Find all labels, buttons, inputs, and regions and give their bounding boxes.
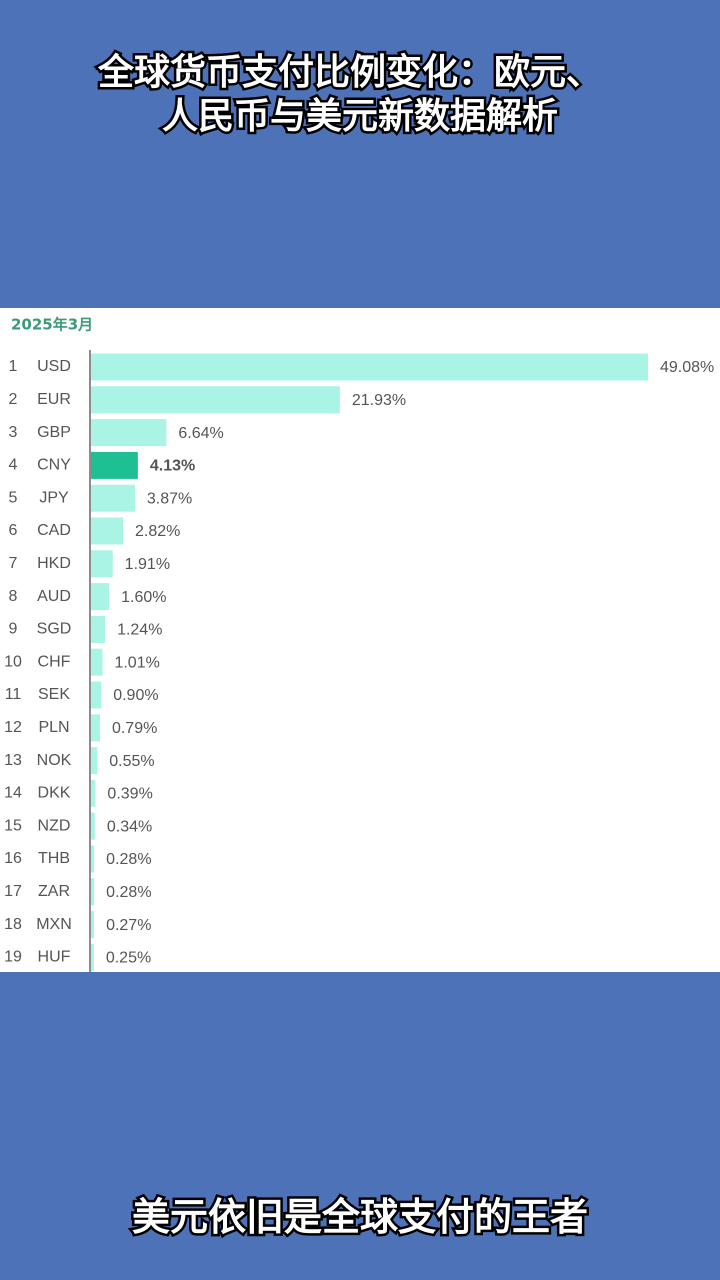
rank-label: 6: [9, 522, 18, 539]
y-tick-label: NZD: [38, 817, 71, 834]
chart-title: 2025年3月: [11, 316, 93, 334]
value-label: 0.25%: [106, 950, 151, 967]
rank-label: 3: [9, 424, 18, 441]
bar: [91, 451, 138, 479]
value-label: 0.28%: [106, 851, 151, 868]
bar: [91, 386, 340, 414]
bar: [91, 550, 113, 578]
y-tick-label: USD: [37, 358, 71, 375]
bar: [91, 648, 103, 676]
rank-label: 19: [4, 949, 22, 966]
bar: [91, 615, 106, 643]
value-label: 3.87%: [147, 490, 192, 507]
value-label: 0.79%: [112, 720, 157, 737]
y-tick-label: SGD: [37, 621, 72, 638]
bar: [91, 845, 95, 873]
bar: [91, 779, 96, 807]
bar: [91, 517, 124, 545]
bar: [91, 681, 102, 709]
value-label: 0.55%: [109, 753, 154, 770]
value-label: 0.90%: [113, 687, 158, 704]
rank-label: 13: [4, 752, 22, 769]
bar: [91, 943, 94, 971]
y-tick-label: HUF: [38, 949, 71, 966]
y-tick-label: NOK: [37, 752, 72, 769]
value-label: 1.91%: [125, 556, 170, 573]
y-tick-label: PLN: [38, 719, 69, 736]
y-tick-label: HKD: [37, 555, 71, 572]
rank-label: 18: [4, 916, 22, 933]
value-label: 1.60%: [121, 589, 166, 606]
value-label: 0.34%: [107, 818, 152, 835]
y-tick-label: SEK: [38, 686, 70, 703]
rank-label: 12: [4, 719, 22, 736]
bar: [91, 747, 98, 775]
video-title: 人民币与美元新数据解析: [162, 96, 558, 137]
bar: [91, 583, 110, 611]
bar: [91, 419, 167, 447]
value-label: 0.27%: [106, 917, 151, 934]
rank-label: 8: [9, 588, 18, 605]
rank-label: 14: [4, 785, 22, 802]
rank-label: 17: [4, 883, 22, 900]
y-tick-label: CAD: [37, 522, 71, 539]
y-tick-label: CHF: [38, 653, 71, 670]
y-tick-label: AUD: [37, 588, 71, 605]
value-label: 21.93%: [352, 392, 406, 409]
rank-label: 1: [9, 358, 18, 375]
bar: [91, 714, 100, 742]
y-tick-label: GBP: [37, 424, 71, 441]
y-tick-label: ZAR: [38, 883, 70, 900]
y-tick-label: DKK: [38, 785, 71, 802]
value-label: 0.39%: [107, 786, 152, 803]
bars: 1 USD 49.08% 2 EUR 21.93% 3 GBP 6.64% 4 CNY 4.13% 5 J…: [4, 353, 714, 971]
value-label: 0.28%: [106, 884, 151, 901]
rank-label: 4: [9, 457, 18, 474]
rank-label: 11: [5, 686, 22, 703]
rank-label: 16: [4, 850, 22, 867]
rank-label: 9: [9, 621, 18, 638]
y-tick-label: MXN: [36, 916, 72, 933]
y-tick-label: THB: [38, 850, 70, 867]
y-tick-label: CNY: [37, 457, 71, 474]
rank-label: 2: [9, 391, 18, 408]
video-title: 全球货币支付比例变化：欧元、: [97, 51, 602, 93]
value-label: 2.82%: [135, 523, 180, 540]
bar: [91, 353, 648, 381]
caption: 美元依旧是全球支付的王者: [132, 1195, 588, 1239]
bar: [91, 878, 95, 906]
value-label: 1.01%: [114, 654, 159, 671]
value-label: 49.08%: [660, 359, 714, 376]
chart-panel: [0, 308, 720, 972]
rank-label: 15: [4, 817, 22, 834]
bar: [91, 812, 95, 840]
rank-label: 10: [4, 653, 22, 670]
y-tick-label: EUR: [37, 391, 71, 408]
bar: [91, 484, 135, 512]
bar: [91, 911, 95, 939]
value-label: 4.13%: [150, 458, 195, 475]
value-label: 6.64%: [178, 425, 223, 442]
rank-label: 7: [9, 555, 18, 572]
rank-label: 5: [9, 489, 18, 506]
value-label: 1.24%: [117, 622, 162, 639]
y-tick-label: JPY: [39, 489, 69, 506]
